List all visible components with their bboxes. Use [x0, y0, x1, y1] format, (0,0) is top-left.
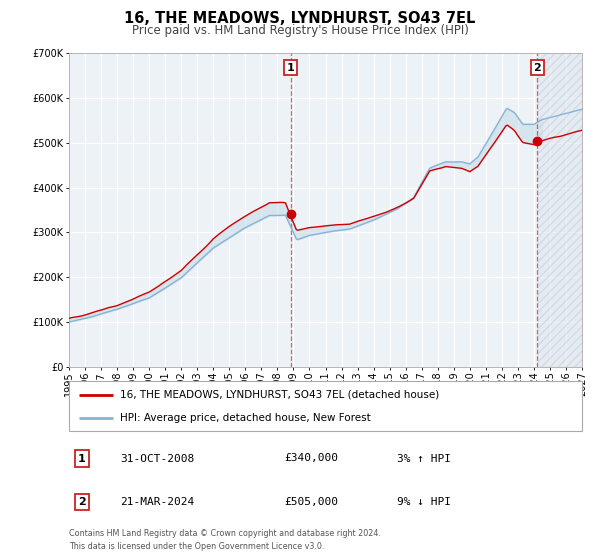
Text: Contains HM Land Registry data © Crown copyright and database right 2024.
This d: Contains HM Land Registry data © Crown c… [69, 529, 381, 552]
Text: 3% ↑ HPI: 3% ↑ HPI [397, 454, 451, 464]
Text: 21-MAR-2024: 21-MAR-2024 [121, 497, 194, 507]
Text: 2: 2 [78, 497, 86, 507]
Text: HPI: Average price, detached house, New Forest: HPI: Average price, detached house, New … [121, 413, 371, 423]
Text: 16, THE MEADOWS, LYNDHURST, SO43 7EL: 16, THE MEADOWS, LYNDHURST, SO43 7EL [124, 11, 476, 26]
Text: 9% ↓ HPI: 9% ↓ HPI [397, 497, 451, 507]
Text: 1: 1 [287, 63, 295, 73]
Text: 2: 2 [533, 63, 541, 73]
Text: Price paid vs. HM Land Registry's House Price Index (HPI): Price paid vs. HM Land Registry's House … [131, 24, 469, 36]
Text: 1: 1 [78, 454, 86, 464]
Text: 16, THE MEADOWS, LYNDHURST, SO43 7EL (detached house): 16, THE MEADOWS, LYNDHURST, SO43 7EL (de… [121, 390, 440, 400]
Text: £505,000: £505,000 [284, 497, 338, 507]
Text: £340,000: £340,000 [284, 454, 338, 464]
Text: 31-OCT-2008: 31-OCT-2008 [121, 454, 194, 464]
